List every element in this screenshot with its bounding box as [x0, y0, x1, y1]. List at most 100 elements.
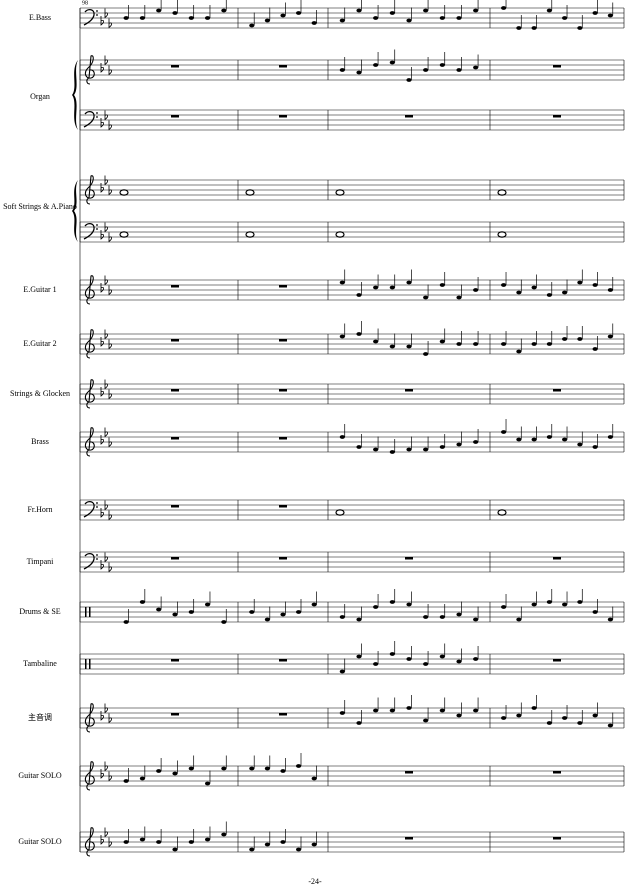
instrument-label: Organ — [30, 92, 50, 101]
flat — [100, 711, 105, 721]
note-head — [139, 600, 146, 604]
flat — [104, 703, 109, 714]
note-head — [373, 16, 379, 20]
note-head — [423, 447, 429, 452]
note-head — [139, 837, 146, 842]
note-head — [516, 349, 522, 354]
note-head — [406, 447, 412, 452]
note-head — [356, 445, 362, 449]
note-head — [501, 283, 507, 287]
note-head — [204, 602, 211, 607]
note-head — [172, 612, 178, 617]
note-head — [423, 352, 429, 356]
note-head — [456, 612, 462, 617]
bass-clef — [83, 222, 95, 240]
flat — [108, 18, 113, 29]
treble-clef — [84, 427, 95, 457]
note-head — [264, 842, 270, 847]
flat — [104, 175, 109, 186]
flat — [108, 510, 113, 521]
note-head — [280, 612, 286, 617]
note-head — [356, 293, 362, 297]
note-head — [592, 11, 598, 15]
note-head — [439, 283, 445, 287]
whole-rest — [279, 339, 287, 342]
note-head — [188, 16, 194, 20]
note-head — [577, 337, 583, 341]
treble-clef — [84, 55, 95, 85]
whole-rest — [405, 115, 413, 118]
note-head — [439, 615, 445, 619]
whole-rest — [171, 505, 179, 508]
note-head — [156, 607, 162, 612]
note-head — [607, 435, 613, 439]
note-head — [280, 13, 286, 18]
whole-note — [119, 231, 129, 238]
whole-rest — [279, 713, 287, 716]
whole-rest — [553, 659, 561, 662]
instrument-label: Tambaline — [23, 659, 57, 668]
measure-number: 98 — [82, 0, 88, 6]
note-head — [473, 440, 479, 444]
note-head — [156, 769, 162, 773]
note-head — [607, 288, 613, 292]
flat — [100, 835, 105, 845]
whole-rest — [553, 65, 561, 68]
note-head — [188, 766, 194, 771]
note-head — [531, 342, 537, 346]
note-head — [373, 708, 379, 713]
note-head — [356, 332, 362, 336]
note-head — [249, 766, 255, 771]
note-head — [456, 68, 462, 72]
instrument-label: Guitar SOLO — [18, 837, 62, 846]
instrument-label: E.Guitar 1 — [23, 285, 56, 294]
note-head — [456, 442, 462, 447]
bass-clef-dot — [96, 554, 98, 556]
whole-note — [245, 189, 255, 196]
instrument-label: Timpani — [27, 557, 55, 566]
note-head — [592, 610, 598, 614]
note-head — [123, 779, 129, 783]
whole-rest — [553, 557, 561, 560]
whole-note — [245, 231, 255, 238]
note-head — [473, 8, 479, 13]
note-head — [389, 450, 395, 454]
note-head — [473, 657, 479, 661]
note-head — [516, 26, 522, 30]
note-head — [356, 721, 362, 725]
instrument-label: Brass — [31, 437, 49, 446]
flat — [100, 508, 105, 518]
flat — [104, 552, 109, 563]
note-head — [204, 781, 211, 786]
note-head — [546, 435, 552, 439]
note-head — [546, 600, 552, 604]
note-head — [473, 65, 479, 70]
whole-rest — [171, 437, 179, 440]
note-head — [562, 337, 568, 341]
note-head — [562, 290, 568, 295]
note-head — [264, 617, 270, 622]
note-head — [531, 437, 537, 442]
flat — [100, 337, 105, 347]
note-head — [389, 600, 395, 604]
note-head — [123, 16, 129, 20]
note-head — [280, 840, 286, 844]
flat — [108, 837, 113, 848]
note-head — [311, 842, 317, 847]
flat — [108, 285, 113, 296]
note-head — [501, 342, 507, 346]
whole-rest — [171, 115, 179, 118]
note-head — [356, 8, 362, 13]
note-head — [389, 344, 395, 349]
bass-clef — [83, 500, 95, 518]
whole-note — [497, 509, 507, 516]
brace — [72, 180, 78, 242]
whole-rest — [171, 339, 179, 342]
note-head — [531, 602, 537, 607]
whole-rest — [279, 285, 287, 288]
note-head — [406, 18, 412, 23]
note-head — [439, 63, 445, 67]
instrument-label: Drums & SE — [19, 607, 60, 616]
note-head — [172, 771, 178, 776]
